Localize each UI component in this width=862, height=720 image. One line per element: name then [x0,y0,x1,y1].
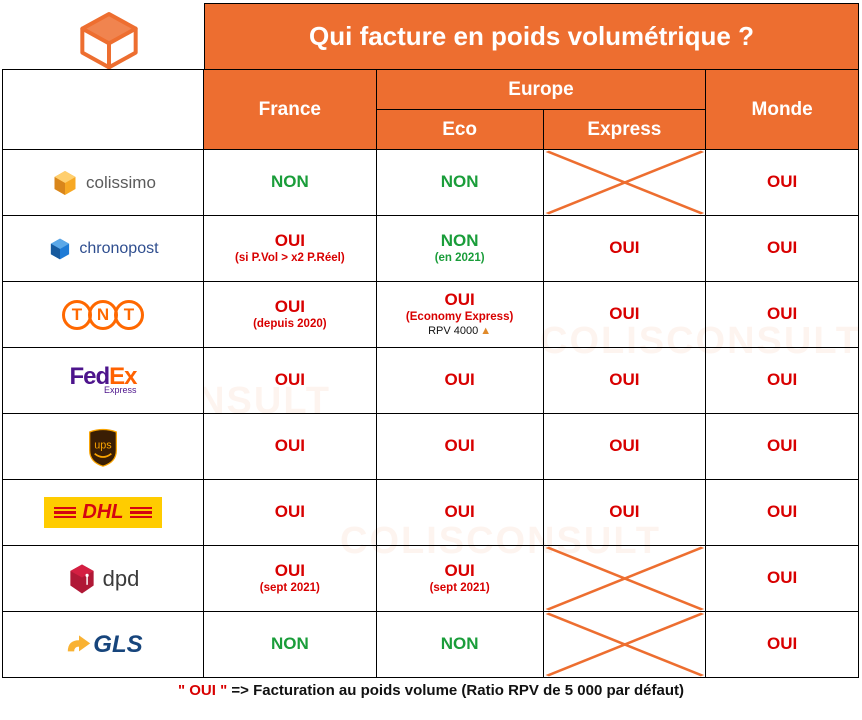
header-europe: Europe [376,70,706,110]
carrier-cell-tnt: TNT [3,282,204,348]
cell-dpd-monde: OUI [706,546,859,612]
cell-fedex-express: OUI [543,348,706,414]
cell-chronopost-express: OUI [543,216,706,282]
cell-gls-eco: NON [376,612,543,678]
table-row: ups OUIOUIOUIOUI [3,414,859,480]
cell-tnt-eco: OUI(Economy Express)RPV 4000▲ [376,282,543,348]
carrier-cell-colissimo: colissimo [3,150,204,216]
carrier-cell-ups: ups [3,414,204,480]
table-row: dpdOUI(sept 2021)OUI(sept 2021) OUI [3,546,859,612]
carrier-cell-dhl: DHL [3,480,204,546]
cell-ups-monde: OUI [706,414,859,480]
svg-text:ups: ups [94,439,112,451]
cell-dhl-eco: OUI [376,480,543,546]
footer-legend: " OUI " => Facturation au poids volume (… [0,682,862,699]
cell-gls-france: NON [203,612,376,678]
cell-tnt-express: OUI [543,282,706,348]
title-bar: Qui facture en poids volumétrique ? [204,3,859,69]
cube-icon [75,10,143,70]
carrier-cell-gls: GLS [3,612,204,678]
table-row: colissimoNONNON OUI [3,150,859,216]
header-eco: Eco [376,110,543,150]
cell-gls-monde: OUI [706,612,859,678]
cell-dpd-france: OUI(sept 2021) [203,546,376,612]
cell-colissimo-eco: NON [376,150,543,216]
carrier-cell-dpd: dpd [3,546,204,612]
table-row: DHL OUIOUIOUIOUI [3,480,859,546]
page-title: Qui facture en poids volumétrique ? [309,21,754,52]
cell-ups-express: OUI [543,414,706,480]
cell-fedex-france: OUI [203,348,376,414]
cell-fedex-eco: OUI [376,348,543,414]
comparison-table: France Europe Monde Eco Express colissim… [2,69,859,678]
cell-dhl-express: OUI [543,480,706,546]
cell-dpd-eco: OUI(sept 2021) [376,546,543,612]
cell-dpd-express [543,546,706,612]
carrier-cell-chronopost: chronopost [3,216,204,282]
header-blank [3,70,204,150]
cell-ups-eco: OUI [376,414,543,480]
footer-oui: " OUI " [178,682,227,699]
cell-gls-express [543,612,706,678]
table-row: TNT OUI(depuis 2020)OUI(Economy Express)… [3,282,859,348]
cell-colissimo-express [543,150,706,216]
cell-colissimo-france: NON [203,150,376,216]
cell-tnt-france: OUI(depuis 2020) [203,282,376,348]
cell-dhl-france: OUI [203,480,376,546]
cell-ups-france: OUI [203,414,376,480]
cell-dhl-monde: OUI [706,480,859,546]
header-monde: Monde [706,70,859,150]
carrier-cell-fedex: FedEx Express [3,348,204,414]
footer-text: => Facturation au poids volume (Ratio RP… [227,682,684,699]
cell-chronopost-eco: NON(en 2021) [376,216,543,282]
header-france: France [203,70,376,150]
cell-colissimo-monde: OUI [706,150,859,216]
table-row: chronopostOUI(si P.Vol > x2 P.Réel)NON(e… [3,216,859,282]
table-row: FedEx ExpressOUIOUIOUIOUI [3,348,859,414]
cell-chronopost-monde: OUI [706,216,859,282]
cell-fedex-monde: OUI [706,348,859,414]
table-row: GLSNONNON OUI [3,612,859,678]
cell-tnt-monde: OUI [706,282,859,348]
cell-chronopost-france: OUI(si P.Vol > x2 P.Réel) [203,216,376,282]
header-express: Express [543,110,706,150]
